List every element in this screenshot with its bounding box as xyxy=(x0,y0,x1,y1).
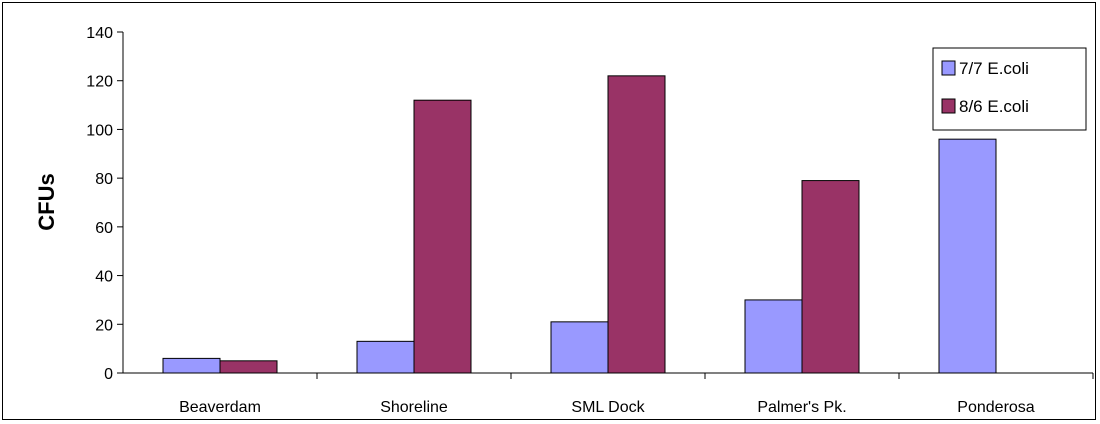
x-tick-label: Ponderosa xyxy=(957,399,1034,416)
bar-2 xyxy=(413,99,472,374)
bar-1 xyxy=(938,138,997,374)
y-tick-label: 100 xyxy=(86,122,113,139)
legend-swatch xyxy=(941,98,956,114)
bar-1 xyxy=(356,340,415,374)
bar-2 xyxy=(607,75,666,374)
y-tick-label: 120 xyxy=(86,74,113,91)
bar-1 xyxy=(162,357,221,374)
x-tick-label: Beaverdam xyxy=(179,399,261,416)
x-tick-label: Palmer's Pk. xyxy=(757,399,846,416)
y-tick-label: 40 xyxy=(95,269,113,286)
y-tick-label: 80 xyxy=(95,171,113,188)
y-tick-label: 140 xyxy=(86,25,113,42)
legend-label: 8/6 E.coli xyxy=(959,97,1029,116)
legend-label: 7/7 E.coli xyxy=(959,59,1029,78)
y-tick-label: 60 xyxy=(95,220,113,237)
legend-box xyxy=(932,47,1087,131)
bar-1 xyxy=(744,299,803,374)
bar-1 xyxy=(550,321,609,374)
legend: 7/7 E.coli 8/6 E.coli xyxy=(932,47,1087,131)
y-tick-label: 0 xyxy=(104,366,113,383)
y-axis-label: CFUs xyxy=(34,173,59,230)
y-tick-label: 20 xyxy=(95,317,113,334)
plot-area: 0 20 40 60 80 100 120 140 Beaverdam Shoreline SML … xyxy=(86,25,1094,416)
legend-swatch xyxy=(941,60,956,76)
x-tick-label: SML Dock xyxy=(571,399,645,416)
x-tick-label: Shoreline xyxy=(380,399,448,416)
bar-2 xyxy=(801,180,860,374)
bar-2 xyxy=(219,360,278,374)
